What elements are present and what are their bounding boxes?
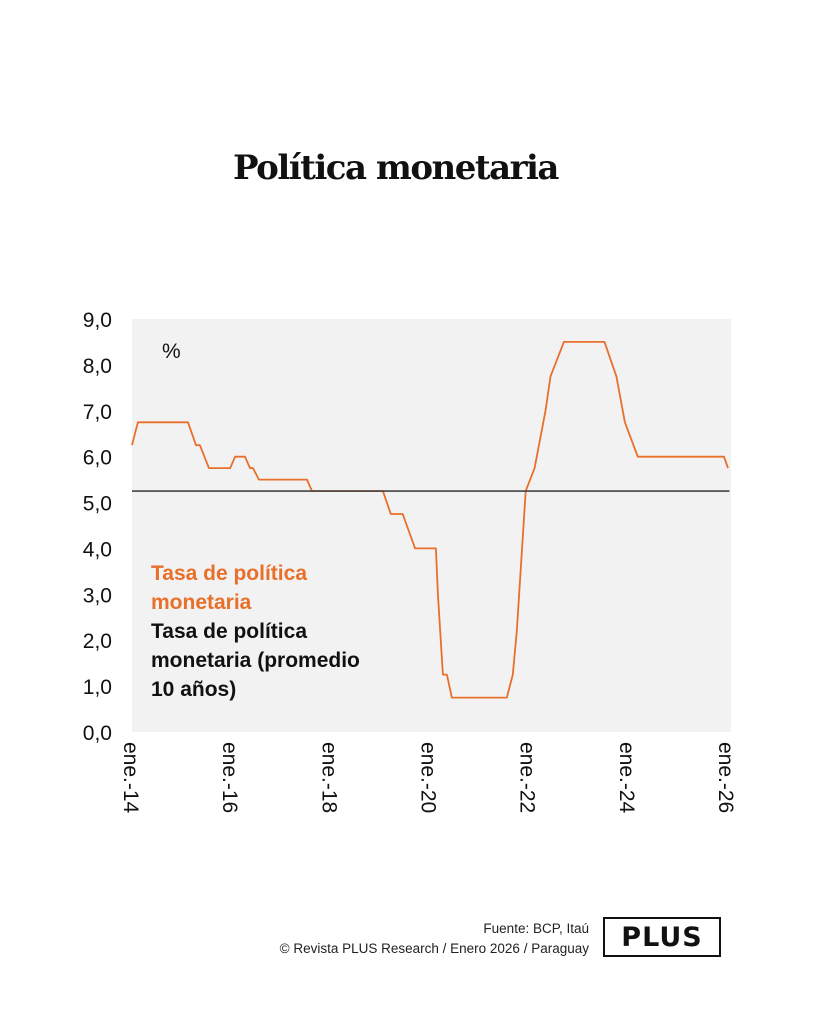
legend-average: 10 años) <box>151 678 236 701</box>
y-tick-label: 4,0 <box>83 538 112 561</box>
credit-text: © Revista PLUS Research / Enero 2026 / P… <box>279 941 589 956</box>
y-tick-label: 8,0 <box>83 355 112 378</box>
legend-policy-rate: Tasa de política <box>151 562 307 585</box>
x-tick-label: ene.-20 <box>417 742 440 813</box>
legend-average: monetaria (promedio <box>151 649 360 672</box>
y-tick-label: 0,0 <box>83 722 112 745</box>
plot-area <box>132 319 731 732</box>
y-tick-label: 1,0 <box>83 676 112 699</box>
source-text: Fuente: BCP, Itaú <box>483 921 589 936</box>
chart-title: Política monetaria <box>233 148 559 188</box>
x-tick-label: ene.-26 <box>714 742 737 813</box>
footer-text: Fuente: BCP, Itaú © Revista PLUS Researc… <box>280 919 589 959</box>
legend-policy-rate: monetaria <box>151 591 252 614</box>
legend-average: Tasa de política <box>151 620 307 643</box>
plus-logo: PLUS <box>603 917 721 957</box>
x-tick-label: ene.-18 <box>317 742 340 813</box>
policy-rate-line <box>131 340 729 699</box>
y-tick-label: 5,0 <box>83 493 112 516</box>
unit-label: % <box>162 340 181 363</box>
y-tick-label: 2,0 <box>83 630 112 653</box>
y-tick-label: 9,0 <box>83 309 112 332</box>
y-tick-label: 3,0 <box>83 584 112 607</box>
x-tick-label: ene.-16 <box>218 742 241 813</box>
y-tick-label: 7,0 <box>83 401 112 424</box>
y-tick-label: 6,0 <box>83 447 112 470</box>
x-tick-label: ene.-22 <box>516 742 539 813</box>
x-tick-label: ene.-14 <box>119 742 142 814</box>
x-tick-label: ene.-24 <box>615 742 638 814</box>
